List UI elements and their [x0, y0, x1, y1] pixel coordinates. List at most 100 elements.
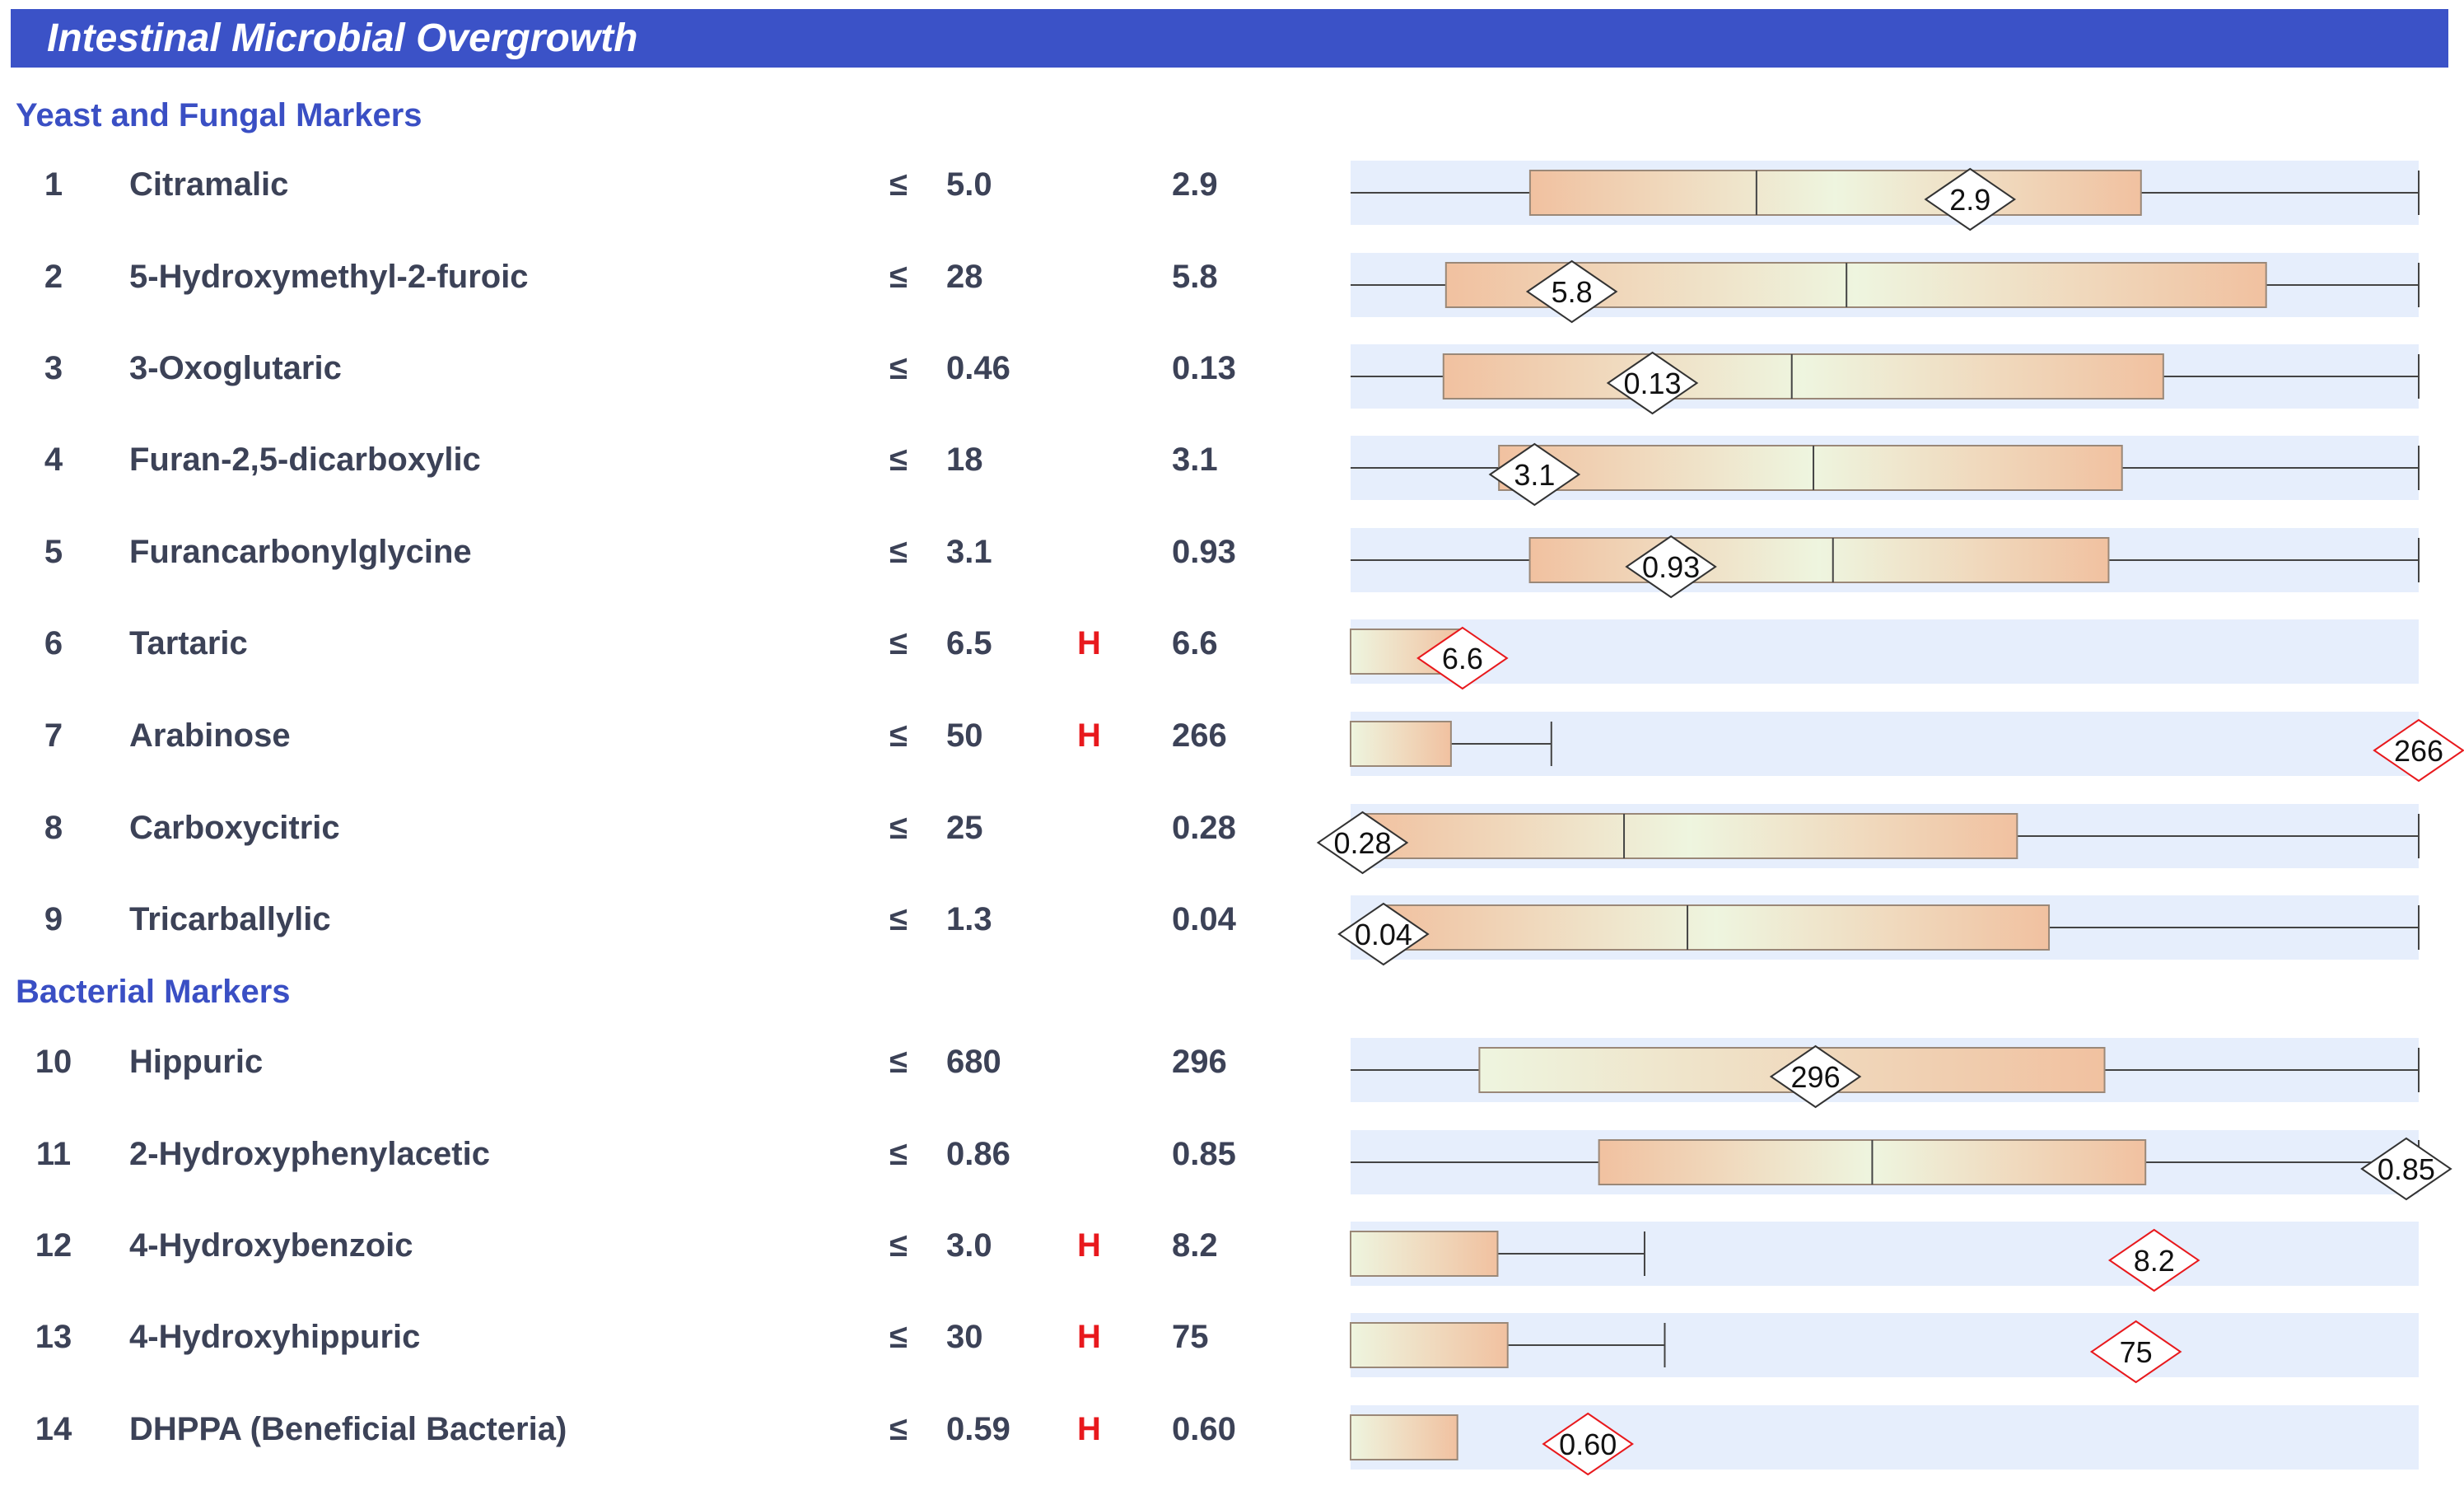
less-equal-symbol: ≤ — [889, 442, 908, 478]
box-plot-row: 75 — [1350, 1313, 2419, 1384]
box-plot-row: 3.1 — [1351, 436, 2420, 507]
less-equal-symbol: ≤ — [889, 1136, 908, 1172]
interquartile-box — [1361, 813, 2018, 859]
result-marker — [2360, 1137, 2452, 1201]
box-plot-row: 266 — [1350, 712, 2464, 783]
box-plot-row: 6.6 — [1350, 619, 2419, 690]
result-value: 5.8 — [1172, 259, 1218, 295]
interquartile-box — [1350, 1414, 1458, 1460]
row-number: 11 — [35, 1136, 72, 1172]
result-value: 75 — [1172, 1319, 1209, 1355]
less-equal-symbol: ≤ — [889, 259, 908, 295]
marker-name: Arabinose — [129, 717, 291, 754]
row-number: 12 — [35, 1227, 72, 1264]
result-marker-label: 5.8 — [1552, 275, 1593, 309]
result-value: 2.9 — [1172, 166, 1218, 203]
reference-limit: 3.1 — [946, 534, 992, 570]
reference-limit: 28 — [946, 259, 983, 295]
marker-name: Carboxycitric — [129, 810, 340, 846]
result-marker-label: 8.2 — [2134, 1244, 2175, 1278]
less-equal-symbol: ≤ — [889, 810, 908, 846]
high-flag: H — [1077, 1319, 1101, 1355]
result-marker-label: 0.04 — [1355, 918, 1412, 951]
result-marker-label: 6.6 — [1442, 642, 1483, 675]
box-plot-row: 8.2 — [1350, 1222, 2419, 1292]
interquartile-box — [1528, 170, 2142, 216]
reference-limit: 0.46 — [946, 350, 1010, 386]
result-value: 296 — [1172, 1044, 1227, 1080]
row-number: 10 — [35, 1044, 72, 1080]
result-marker — [1769, 1044, 1862, 1109]
less-equal-symbol: ≤ — [889, 350, 908, 386]
result-value: 6.6 — [1172, 625, 1218, 661]
marker-name: 2-Hydroxyphenylacetic — [129, 1136, 490, 1172]
result-value: 0.28 — [1172, 810, 1236, 846]
box-plot-row: 5.8 — [1351, 253, 2420, 324]
reference-limit: 18 — [946, 442, 983, 478]
interquartile-box — [1350, 721, 1452, 767]
result-marker — [1606, 351, 1699, 415]
row-number: 13 — [35, 1319, 72, 1355]
reference-limit: 0.86 — [946, 1136, 1010, 1172]
result-value: 8.2 — [1172, 1227, 1218, 1264]
result-value: 0.13 — [1172, 350, 1236, 386]
box-plot-row: 0.85 — [1351, 1130, 2452, 1201]
reference-limit: 6.5 — [946, 625, 992, 661]
result-marker-label: 0.28 — [1333, 826, 1391, 860]
marker-name: 3-Oxoglutaric — [129, 350, 342, 386]
result-marker — [1525, 259, 1618, 324]
result-marker — [1924, 167, 2017, 231]
result-marker — [1316, 811, 1409, 875]
reference-limit: 5.0 — [946, 166, 992, 203]
result-marker — [1542, 1412, 1634, 1476]
marker-name: Furan-2,5-dicarboxylic — [129, 442, 481, 478]
less-equal-symbol: ≤ — [889, 534, 908, 570]
result-marker — [2373, 718, 2464, 783]
row-band — [1351, 619, 2419, 684]
result-marker — [1416, 626, 1509, 690]
marker-name: Citramalic — [129, 166, 289, 203]
box-plot-row: 0.93 — [1351, 528, 2420, 599]
result-marker — [2089, 1320, 2182, 1384]
row-band — [1351, 1405, 2419, 1470]
less-equal-symbol: ≤ — [889, 1319, 908, 1355]
box-plot-row: 0.28 — [1316, 804, 2420, 875]
high-flag: H — [1077, 1227, 1101, 1264]
result-marker — [1337, 902, 1430, 966]
row-number: 2 — [44, 259, 63, 295]
box-plot-row: 0.13 — [1351, 344, 2420, 415]
marker-name: Tartaric — [129, 625, 248, 661]
row-number: 5 — [44, 534, 63, 570]
result-value: 0.85 — [1172, 1136, 1236, 1172]
box-plot-row: 2.9 — [1351, 161, 2420, 231]
report-title: Intestinal Microbial Overgrowth — [47, 16, 638, 60]
interquartile-box — [1382, 904, 2051, 951]
reference-limit: 30 — [946, 1319, 983, 1355]
section-heading: Yeast and Fungal Markers — [16, 97, 422, 133]
interquartile-box — [1498, 445, 2123, 491]
interquartile-box — [1350, 1231, 1499, 1277]
row-number: 6 — [44, 625, 63, 661]
row-number: 1 — [44, 166, 63, 203]
result-marker-label: 0.93 — [1642, 550, 1700, 584]
reference-limit: 1.3 — [946, 901, 992, 937]
result-value: 0.93 — [1172, 534, 1236, 570]
marker-name: 4-Hydroxyhippuric — [129, 1319, 421, 1355]
less-equal-symbol: ≤ — [889, 1411, 908, 1447]
marker-name: Furancarbonylglycine — [129, 534, 472, 570]
marker-name: Hippuric — [129, 1044, 264, 1080]
less-equal-symbol: ≤ — [889, 166, 908, 203]
less-equal-symbol: ≤ — [889, 1044, 908, 1080]
high-flag: H — [1077, 717, 1101, 754]
marker-name: 4-Hydroxybenzoic — [129, 1227, 413, 1264]
result-value: 0.60 — [1172, 1411, 1236, 1447]
reference-limit: 50 — [946, 717, 983, 754]
result-marker-label: 3.1 — [1514, 458, 1555, 492]
result-marker — [1625, 535, 1717, 599]
result-value: 3.1 — [1172, 442, 1218, 478]
row-number: 4 — [44, 442, 63, 478]
interquartile-box — [1528, 537, 2110, 583]
result-marker — [2107, 1228, 2200, 1292]
result-value: 0.04 — [1172, 901, 1236, 937]
row-number: 3 — [44, 350, 63, 386]
